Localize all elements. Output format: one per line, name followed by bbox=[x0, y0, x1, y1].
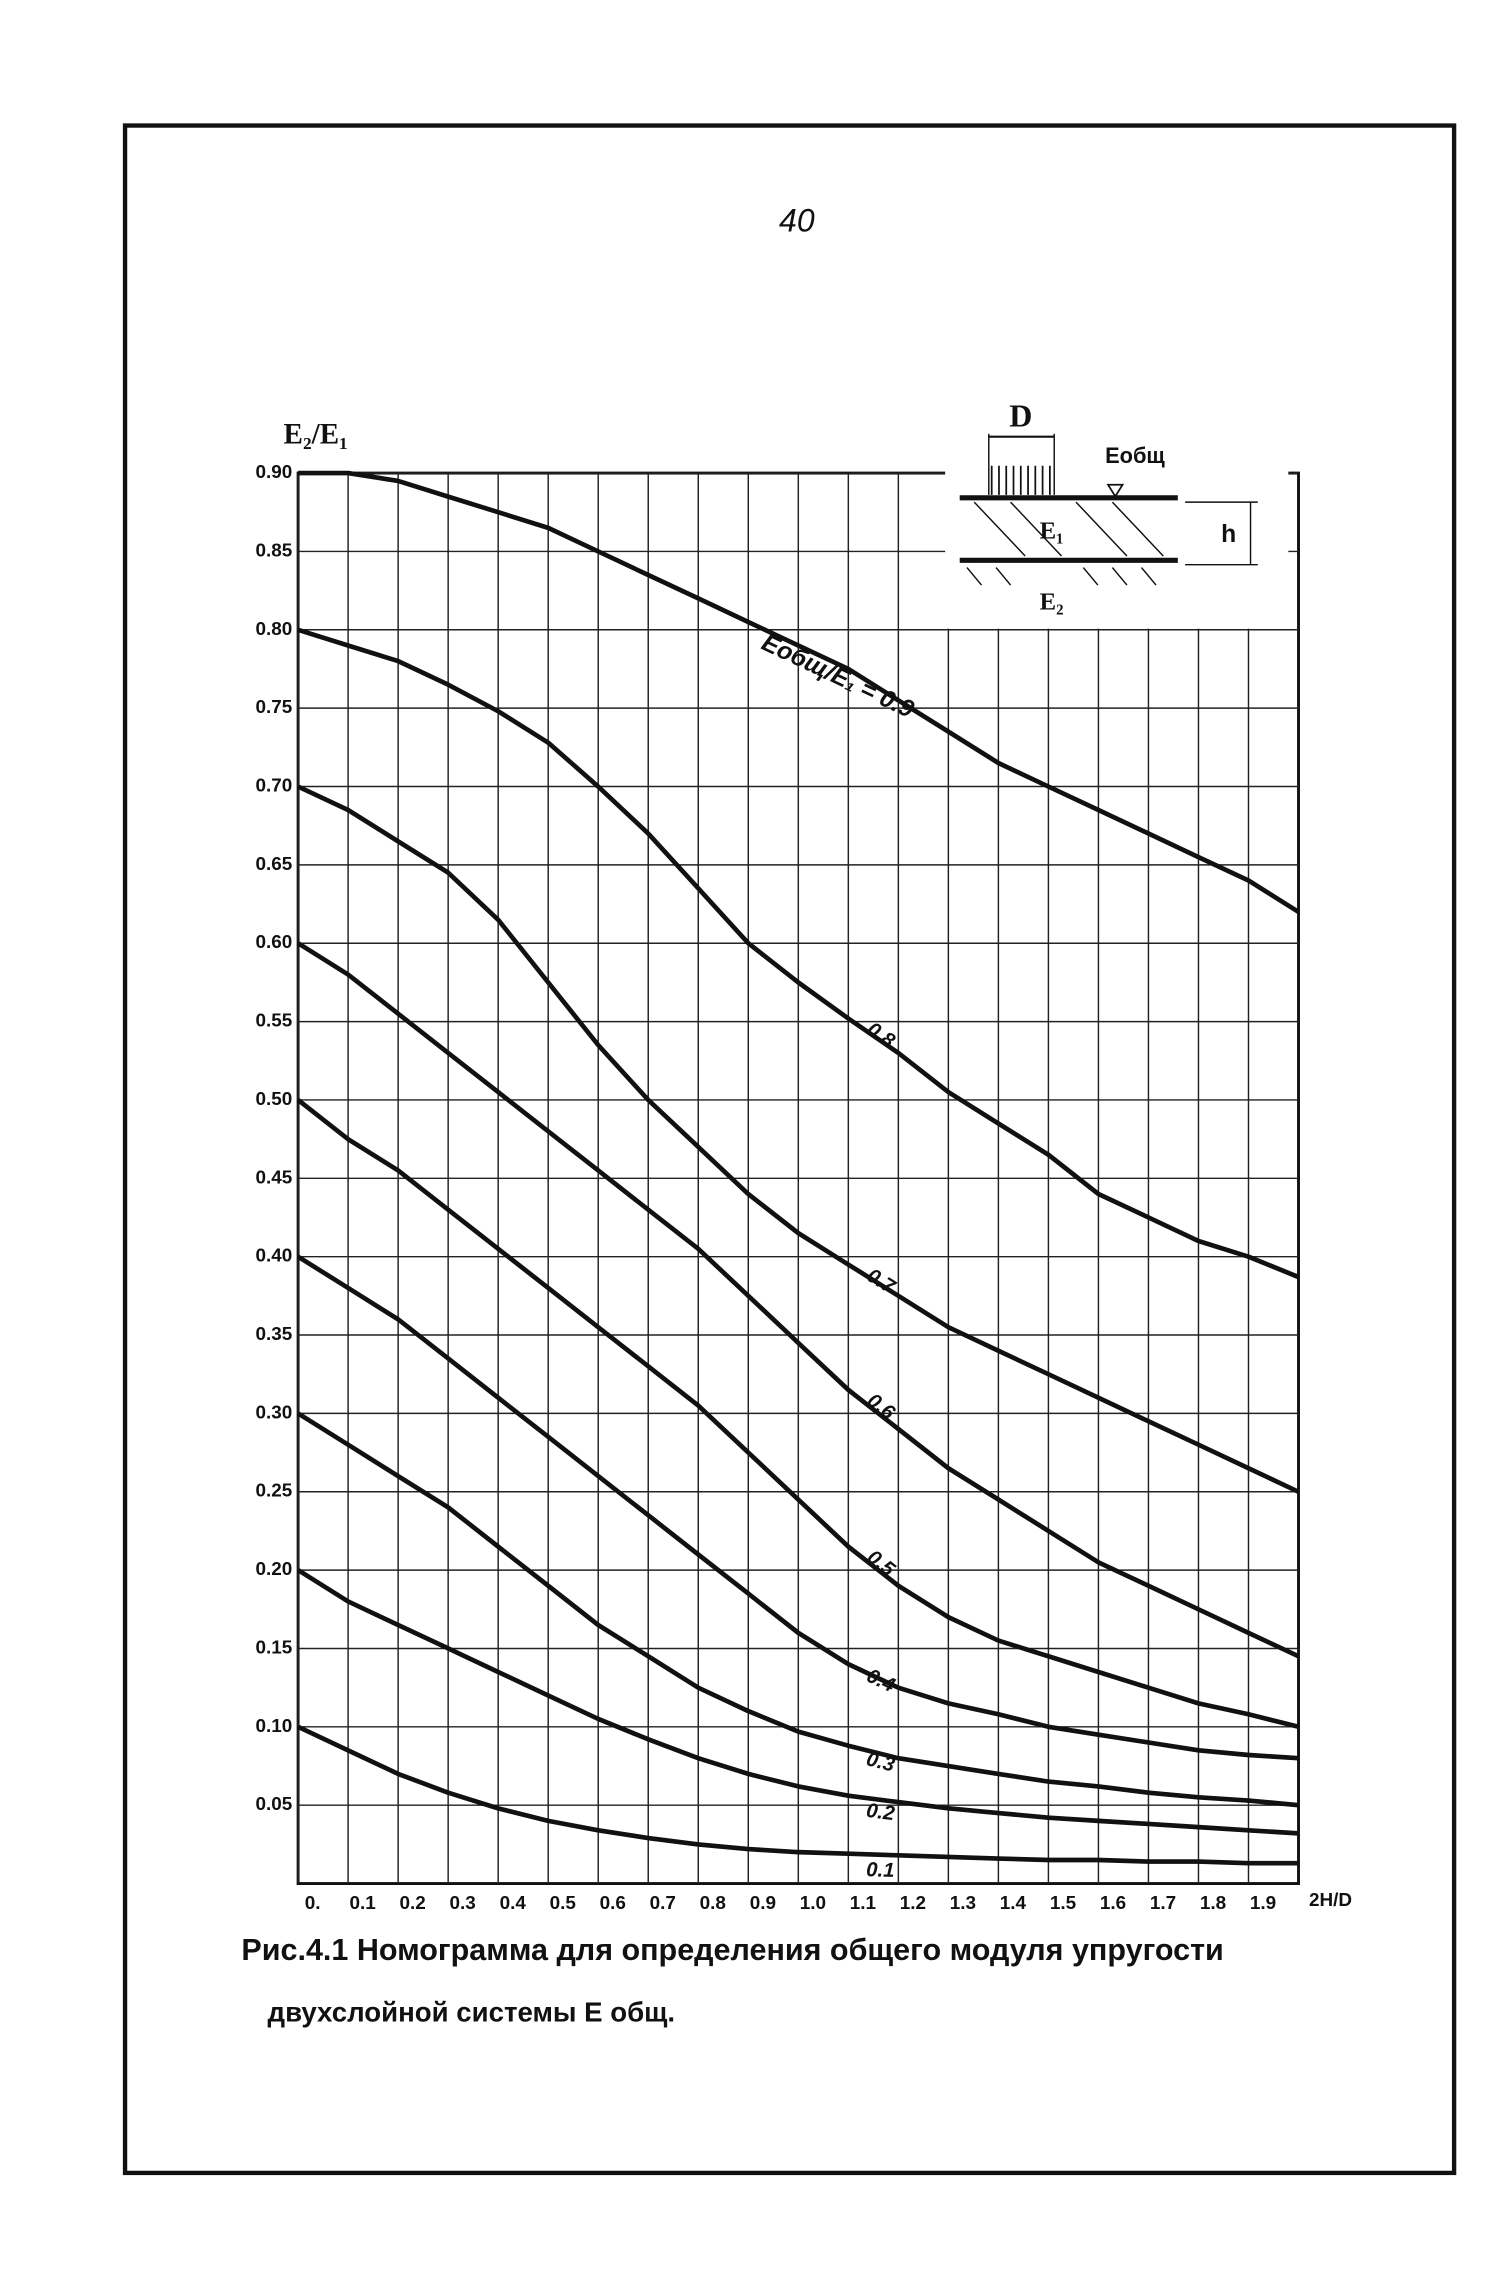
curve bbox=[298, 470, 1300, 914]
x-tick-label: 0.7 bbox=[650, 1893, 676, 1914]
inset-label: E₂ bbox=[1040, 589, 1064, 616]
x-axis-label: 2H/D bbox=[1309, 1890, 1352, 1911]
inset-label: Eобщ bbox=[1105, 443, 1165, 468]
x-tick-label: 1.9 bbox=[1250, 1893, 1276, 1914]
x-tick-label: 0.3 bbox=[450, 1893, 476, 1914]
x-tick-label: 0. bbox=[305, 1893, 321, 1914]
y-tick-label: 0.10 bbox=[255, 1716, 292, 1737]
page-number: 40 bbox=[779, 202, 815, 238]
y-tick-label: 0.50 bbox=[255, 1089, 292, 1110]
y-tick-label: 0.15 bbox=[255, 1637, 292, 1658]
soil-hatch bbox=[966, 501, 1164, 586]
y-tick-label: 0.90 bbox=[255, 462, 292, 483]
y-tick-label: 0.60 bbox=[255, 932, 292, 953]
surface-marker bbox=[1106, 483, 1125, 498]
y-tick-label: 0.80 bbox=[255, 619, 292, 640]
x-tick-label: 0.2 bbox=[400, 1893, 426, 1914]
inset-label: h bbox=[1221, 521, 1236, 548]
x-tick-label: 1.7 bbox=[1150, 1893, 1176, 1914]
load-hatch bbox=[990, 465, 1051, 495]
curve bbox=[297, 784, 1300, 1494]
x-tick-label: 1.1 bbox=[850, 1893, 876, 1914]
inset-background bbox=[945, 396, 1289, 629]
y-tick-label: 0.65 bbox=[255, 854, 292, 875]
x-tick-label: 0.5 bbox=[550, 1893, 576, 1914]
plot: 0. 0.1 0.2 0.3 0.4 0.5 0.6 0.7 0.8 0.9 1.0 1.1 1.2 1.… bbox=[255, 462, 1352, 1914]
inset-label: E₁ bbox=[1040, 517, 1064, 544]
curve bbox=[296, 1254, 1299, 1761]
curve bbox=[296, 1411, 1299, 1808]
y-tick-label: 0.20 bbox=[255, 1559, 292, 1580]
x-tick-label: 0.9 bbox=[750, 1893, 776, 1914]
curve bbox=[296, 1568, 1299, 1836]
y-tick-label: 0.30 bbox=[255, 1402, 292, 1423]
y-tick-label: 0.45 bbox=[255, 1167, 292, 1188]
x-tick-label: 1.2 bbox=[900, 1893, 926, 1914]
y-axis-label: E₂/E₁ bbox=[284, 418, 348, 450]
x-tick-label: 0.6 bbox=[600, 1893, 626, 1914]
x-tick-label: 0.4 bbox=[500, 1893, 527, 1914]
inset-label: D bbox=[1009, 398, 1032, 434]
x-tick-label: 1.8 bbox=[1200, 1893, 1226, 1914]
y-tick-label: 0.85 bbox=[255, 540, 292, 561]
y-tick-label: 0.55 bbox=[255, 1011, 292, 1032]
curve bbox=[296, 1098, 1300, 1730]
x-tick-label: 1.0 bbox=[800, 1893, 826, 1914]
y-tick-label: 0.75 bbox=[255, 697, 292, 718]
curve-label: 0.2 bbox=[865, 1800, 896, 1825]
page-border bbox=[122, 123, 1457, 2176]
curve bbox=[297, 627, 1300, 1280]
x-tick-label: 1.5 bbox=[1050, 1893, 1076, 1914]
curve-label: 0.1 bbox=[866, 1859, 895, 1882]
y-tick-label: 0.25 bbox=[255, 1481, 292, 1502]
x-tick-label: 1.3 bbox=[950, 1893, 976, 1914]
caption-line: Рис.4.1 Номограмма для определения общег… bbox=[241, 1933, 1223, 1967]
x-tick-label: 1.6 bbox=[1100, 1893, 1126, 1914]
y-tick-label: 0.35 bbox=[255, 1324, 292, 1345]
inset-diagram: D Eобщ E₁ E₂ h bbox=[945, 396, 1289, 629]
x-tick-label: 0.1 bbox=[350, 1893, 376, 1914]
y-tick-label: 0.40 bbox=[255, 1246, 292, 1267]
caption-line: двухслойной системы Е общ. bbox=[268, 1997, 676, 2028]
y-tick-label: 0.05 bbox=[255, 1794, 292, 1815]
x-tick-label: 0.8 bbox=[700, 1893, 726, 1914]
curve bbox=[297, 1724, 1299, 1866]
curve bbox=[296, 941, 1300, 1659]
y-tick-label: 0.70 bbox=[255, 776, 292, 797]
x-tick-label: 1.4 bbox=[1000, 1893, 1027, 1914]
